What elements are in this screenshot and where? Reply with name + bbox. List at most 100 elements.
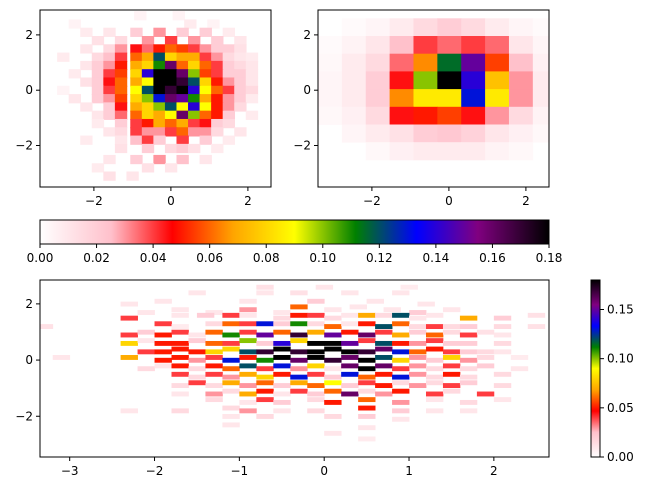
heatmap-cell	[318, 89, 343, 108]
heatmap-cell	[188, 290, 206, 296]
heatmap-cell	[114, 60, 128, 71]
heatmap-cell	[171, 363, 189, 369]
heatmap-cell	[239, 408, 257, 414]
heatmap-cell	[508, 18, 534, 37]
heatmap-cell	[199, 154, 212, 165]
heatmap-cell	[392, 357, 410, 363]
heatmap-cell	[341, 349, 359, 355]
colorbar-tick-label: 0.14	[423, 251, 450, 265]
heatmap-cell	[324, 315, 342, 321]
heatmap-cell	[239, 329, 257, 335]
heatmap-cell	[57, 85, 70, 96]
heatmap-cell	[154, 340, 172, 346]
heatmap-cell	[153, 44, 166, 54]
heatmap-cell	[375, 391, 393, 397]
heatmap-cell	[256, 414, 274, 419]
heatmap-cell	[510, 355, 529, 360]
heatmap-cell	[425, 357, 444, 363]
colorbar-vertical: 0.00 0.05 0.10 0.15	[590, 279, 634, 464]
colorbar-tick-label: 0.08	[253, 251, 280, 265]
heatmap-cell	[141, 143, 155, 154]
heatmap-cell	[184, 19, 197, 29]
heatmap-cell	[409, 355, 427, 360]
heatmap-cell	[222, 332, 240, 338]
heatmap-cell	[153, 127, 166, 137]
heatmap-cell	[375, 355, 393, 360]
heatmap-cell	[409, 349, 427, 355]
heatmap-cell	[389, 36, 414, 55]
heatmap-cell	[365, 18, 391, 37]
heatmap-cell	[392, 416, 410, 422]
heatmap-cell	[153, 102, 166, 112]
heatmap-cell	[222, 346, 240, 352]
heatmap-cell	[68, 69, 82, 79]
heatmap-cell	[389, 18, 414, 37]
heatmap-cell	[324, 307, 342, 313]
heatmap-cell	[413, 36, 438, 55]
heatmap-cell	[485, 142, 510, 161]
heatmap-cell	[324, 374, 342, 380]
colorbar-tick-label: 0.12	[366, 251, 393, 265]
heatmap-cell	[130, 85, 143, 96]
heatmap-cell	[137, 338, 155, 344]
heatmap-cell	[188, 52, 201, 62]
heatmap-cell	[341, 383, 359, 389]
heatmap-cell	[358, 425, 376, 431]
heatmap-cell	[425, 346, 444, 352]
heatmap-cell	[413, 124, 438, 143]
heatmap-cell	[126, 171, 139, 181]
heatmap-cell	[222, 340, 240, 346]
heatmap-cell	[442, 340, 461, 346]
heatmap-cell	[324, 380, 342, 386]
heatmap-cell	[222, 135, 236, 145]
heatmap-cell	[442, 363, 461, 369]
heatmap-cell	[425, 332, 444, 338]
heatmap-cell	[273, 408, 291, 414]
heatmap-cell	[307, 349, 325, 355]
heatmap-cell	[120, 408, 138, 414]
heatmap-cell	[358, 338, 376, 344]
heatmap-cell	[205, 349, 223, 355]
heatmap-cell	[358, 436, 376, 442]
heatmap-cell	[171, 391, 189, 397]
heatmap-cell	[222, 422, 240, 428]
heatmap-cell	[164, 110, 178, 120]
heatmap-cell	[437, 106, 462, 125]
heatmap-cell	[222, 69, 236, 79]
heatmap-cell	[493, 340, 512, 346]
heatmap-cell	[256, 332, 274, 338]
heatmap-cell	[392, 349, 410, 355]
heatmap-cell	[461, 71, 486, 90]
heatmap-cell	[459, 374, 478, 380]
heatmap-cell	[114, 36, 128, 46]
heatmap-cell	[461, 36, 486, 55]
heatmap-cell	[437, 89, 462, 108]
heatmap-cell	[341, 36, 367, 55]
heatmap-cell	[392, 312, 410, 318]
heatmap-cell	[532, 36, 550, 55]
heatmap-cell	[199, 94, 212, 104]
heatmap-cell	[205, 355, 223, 360]
x-tick-label: 0	[167, 194, 175, 208]
heatmap-cell	[409, 329, 427, 335]
heatmap-cell	[172, 11, 185, 21]
y-tick-label: 0	[25, 353, 33, 367]
heatmap-cell	[341, 391, 359, 397]
heatmap-cell	[154, 332, 172, 338]
heatmap-cell	[425, 324, 444, 330]
heatmap-cell	[188, 110, 201, 120]
heatmap-cell	[188, 77, 201, 87]
heatmap-cell	[154, 349, 172, 355]
heatmap-cell	[188, 44, 201, 54]
heatmap-cell	[141, 163, 155, 173]
heatmap-cell	[409, 371, 427, 377]
heatmap-cell	[273, 321, 291, 327]
heatmap-cell	[141, 102, 155, 112]
heatmap-cell	[153, 27, 166, 37]
heatmap-cell	[324, 414, 342, 419]
heatmap-cell	[80, 77, 93, 87]
heatmap-cell	[256, 284, 274, 290]
heatmap-cell	[442, 307, 461, 313]
heatmap-cell	[153, 60, 166, 71]
heatmap-cell	[461, 53, 486, 72]
